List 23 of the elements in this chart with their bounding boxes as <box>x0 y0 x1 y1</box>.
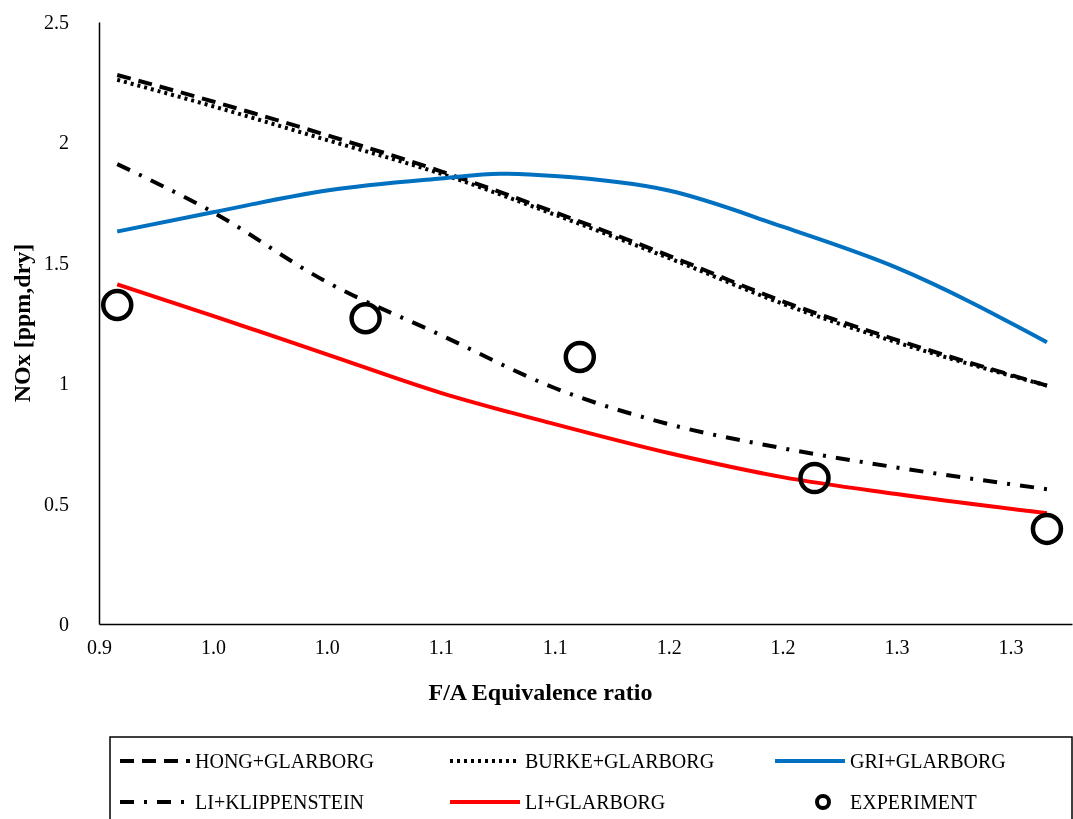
x-tick-label: 0.9 <box>87 636 112 659</box>
x-tick-label: 1.0 <box>314 636 340 659</box>
legend-label: HONG+GLARBORG <box>195 750 375 772</box>
x-tick-label: 1.1 <box>428 636 454 659</box>
x-tick-label: 1.3 <box>884 636 910 659</box>
y-tick-label: 1.5 <box>44 251 69 274</box>
legend-label: BURKE+GLARBORG <box>525 750 715 772</box>
legend-label: LI+KLIPPENSTEIN <box>195 791 365 813</box>
x-axis-title: F/A Equivalence ratio <box>428 679 653 705</box>
legend-label: LI+GLARBORG <box>525 791 666 813</box>
y-tick-label: 2 <box>59 131 69 154</box>
legend-label: EXPERIMENT <box>850 791 977 813</box>
x-tick-label: 1.2 <box>770 636 796 659</box>
y-tick-label: 0.5 <box>44 492 69 515</box>
x-tick-label: 1.3 <box>998 636 1024 659</box>
x-tick-label: 1.1 <box>542 636 568 659</box>
y-axis-title: NOx [ppm,dry] <box>9 243 35 403</box>
x-tick-label: 1.2 <box>656 636 682 659</box>
legend-label: GRI+GLARBORG <box>850 750 1006 772</box>
y-tick-label: 2.5 <box>44 10 69 33</box>
y-tick-label: 0 <box>59 612 69 635</box>
x-tick-label: 1.0 <box>200 636 226 659</box>
y-tick-label: 1 <box>59 372 69 395</box>
